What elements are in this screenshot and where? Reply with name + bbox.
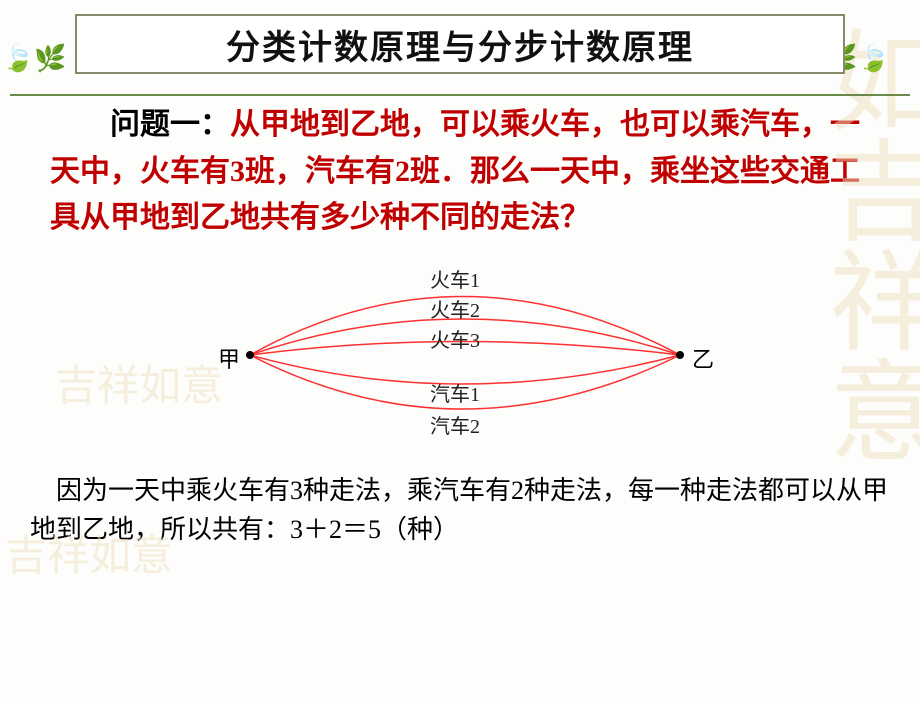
node-right-label: 乙 [692, 342, 714, 374]
title-bar: 分类计数原理与分步计数原理 [75, 14, 845, 74]
question-block: 问题一：从甲地到乙地，可以乘火车，也可以乘汽车，一天中，火车有3班，汽车有2班．… [50, 102, 870, 242]
node-right-dot [676, 351, 684, 359]
answer-text: 因为一天中乘火车有3种走法，乘汽车有2种走法，每一种走法都可以从甲地到乙地，所以… [30, 471, 890, 549]
page-title: 分类计数原理与分步计数原理 [226, 20, 694, 69]
title-underline [10, 94, 910, 96]
question-label: 问题一： [110, 108, 230, 141]
route-label-5: 汽车2 [430, 410, 480, 439]
bg-seal-large: 如吉祥意 [815, 24, 920, 464]
route-diagram: 甲 乙 火车1 火车2 火车3 汽车1 汽车2 [180, 248, 740, 463]
route-label-3: 火车3 [430, 324, 480, 353]
route-label-2: 火车2 [430, 294, 480, 323]
route-label-1: 火车1 [430, 264, 480, 293]
route-label-4: 汽车1 [430, 378, 480, 407]
node-left-label: 甲 [218, 342, 240, 374]
node-left-dot [246, 351, 254, 359]
leaf-deco-left: 🍃🌿 [2, 44, 67, 74]
